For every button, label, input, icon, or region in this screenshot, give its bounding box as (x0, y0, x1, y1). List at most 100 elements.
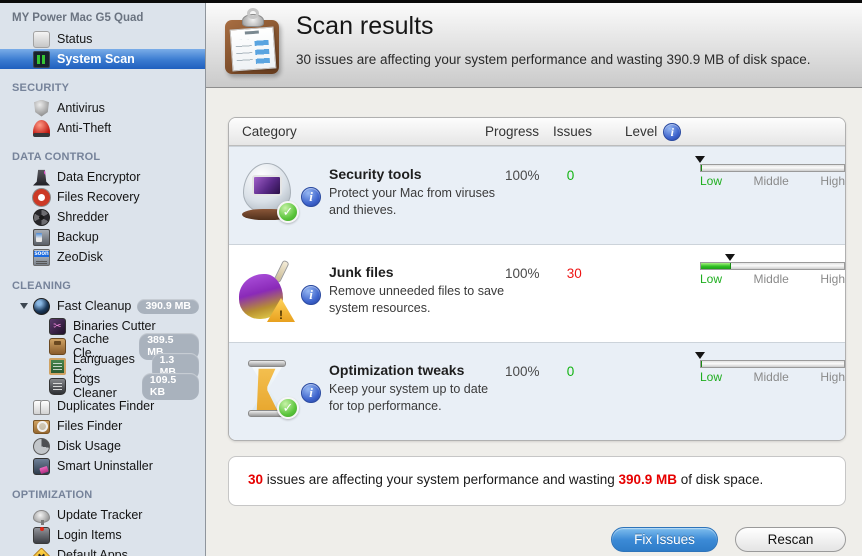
lifebuoy-icon (33, 188, 50, 206)
page-title: Scan results (296, 12, 434, 40)
column-header-progress: Progress (485, 124, 540, 139)
sidebar-item-label: Files Finder (57, 419, 123, 433)
sidebar-item-label: Default Apps (57, 548, 128, 556)
level-label-low: Low (700, 174, 723, 188)
sidebar-item-label: Login Items (57, 528, 122, 542)
slider-labels: Low Middle High (700, 174, 845, 188)
level-slider[interactable]: Low Middle High (695, 352, 845, 384)
sidebar-item-update-tracker[interactable]: Update Tracker (0, 505, 205, 525)
level-cell: Low Middle High (632, 343, 845, 440)
level-label-high: High (820, 272, 845, 286)
sidebar-item-label: Cache Cle... (73, 332, 110, 360)
sidebar-item-status[interactable]: Status (0, 29, 205, 49)
level-label-middle: Middle (753, 370, 789, 384)
level-cell: Low Middle High (632, 147, 845, 244)
optimization-tweaks-icon: ✓ (239, 359, 299, 419)
fix-issues-button[interactable]: Fix Issues (611, 527, 718, 552)
slider-track[interactable] (700, 164, 845, 172)
category-description: Protect your Mac from viruses and thieve… (329, 186, 496, 217)
sidebar-item-duplicates-finder[interactable]: Duplicates Finder (0, 396, 205, 416)
level-cell: Low Middle High (632, 245, 845, 342)
slider-labels: Low Middle High (700, 370, 845, 384)
sidebar-item-fast-cleanup[interactable]: Fast Cleanup 390.9 MB (0, 296, 205, 316)
sidebar-item-label: Fast Cleanup (57, 299, 132, 313)
level-slider[interactable]: Low Middle High (695, 156, 845, 188)
level-slider[interactable]: Low Middle High (700, 254, 845, 286)
sidebar-item-antivirus[interactable]: Antivirus (0, 98, 205, 118)
sidebar-item-disk-usage[interactable]: Disk Usage (0, 436, 205, 456)
category-description: Remove unneeded files to save system res… (329, 284, 505, 315)
section-header-security: SECURITY (12, 82, 70, 94)
signpost-icon (32, 546, 51, 556)
summary-message: 30 issues are affecting your system perf… (228, 456, 846, 506)
siren-icon (33, 119, 50, 137)
slider-track[interactable] (700, 360, 845, 368)
issues-value: 0 (566, 168, 575, 183)
page-subtitle: 30 issues are affecting your system perf… (296, 52, 811, 67)
rescan-button[interactable]: Rescan (735, 527, 846, 552)
sidebar-item-backup[interactable]: Backup (0, 227, 205, 247)
disclosure-triangle-icon[interactable] (20, 303, 28, 309)
level-label-middle: Middle (753, 174, 789, 188)
summary-issue-count: 30 (248, 472, 264, 487)
sidebar-item-files-recovery[interactable]: Files Recovery (0, 187, 205, 207)
action-buttons-row: Fix Issues Rescan (228, 527, 846, 552)
folder-search-icon (33, 420, 50, 434)
summary-text-mid: issues are affecting your system perform… (263, 472, 619, 487)
sidebar-item-label: Status (57, 32, 93, 46)
sidebar-item-files-finder[interactable]: Files Finder (0, 416, 205, 436)
slider-marker-row (700, 254, 845, 262)
sidebar-item-data-encryptor[interactable]: Data Encryptor (0, 167, 205, 187)
sidebar-item-system-scan[interactable]: System Scan (0, 49, 205, 69)
category-cell: ! i Junk files Remove unneeded files to … (229, 245, 505, 342)
column-header-level-label: Level (625, 124, 658, 139)
zeodisk-icon: soon (33, 248, 50, 266)
sidebar-item-binaries-cutter[interactable]: ✂ Binaries Cutter (0, 316, 205, 336)
info-icon[interactable]: i (301, 285, 321, 305)
sidebar-item-label: Anti-Theft (57, 121, 112, 135)
slider-fill (701, 165, 702, 171)
main-panel: Scan results 30 issues are affecting you… (206, 3, 862, 556)
info-icon[interactable]: i (301, 383, 321, 403)
sidebar-item-label: ZeoDisk (57, 250, 103, 264)
window-title-bar-edge (0, 0, 862, 3)
sidebar-item-languages-cutter[interactable]: Languages C... 1.3 MB (0, 352, 205, 380)
page-header: Scan results 30 issues are affecting you… (206, 3, 862, 88)
sidebar-item-login-items[interactable]: Login Items (0, 525, 205, 545)
magician-hat-icon (33, 169, 50, 186)
dome-base (242, 209, 292, 220)
junk-files-icon: ! (239, 259, 297, 322)
sidebar-item-smart-uninstaller[interactable]: Smart Uninstaller (0, 456, 205, 476)
paper-text-lines (235, 39, 254, 67)
level-label-middle: Middle (753, 272, 789, 286)
level-label-low: Low (700, 370, 723, 384)
sidebar-item-shredder[interactable]: Shredder (0, 207, 205, 227)
info-icon[interactable]: i (301, 187, 321, 207)
paper-title-line (244, 30, 259, 35)
satellite-dish-icon (33, 509, 50, 525)
sidebar-item-label: Binaries Cutter (73, 319, 156, 333)
sidebar-item-default-apps[interactable]: Default Apps (0, 545, 205, 556)
sidebar-item-label: Languages C... (73, 352, 135, 380)
issues-value: 30 (566, 266, 582, 281)
progress-value: 100% (505, 266, 540, 281)
check-icon: ✓ (277, 397, 299, 419)
sidebar-item-logs-cleaner[interactable]: Logs Cleaner 109.5 KB (0, 372, 205, 400)
section-header-optimization: OPTIMIZATION (12, 489, 93, 501)
sidebar: MY Power Mac G5 Quad Status System Scan … (0, 3, 206, 556)
fast-cleanup-sphere-icon (33, 297, 50, 315)
slider-marker-icon[interactable] (725, 254, 736, 261)
status-icon (33, 30, 50, 48)
slider-marker-icon[interactable] (695, 352, 705, 359)
slider-marker-icon[interactable] (695, 156, 705, 163)
sidebar-item-zeodisk[interactable]: soon ZeoDisk (0, 247, 205, 267)
level-info-icon[interactable]: i (663, 122, 682, 141)
slider-fill (701, 263, 732, 269)
duplicates-icon (33, 398, 50, 415)
table-row-security-tools: ✓ i Security tools Protect your Mac from… (229, 146, 845, 244)
column-header-level: Level i (625, 122, 845, 141)
pie-disk-icon (33, 437, 50, 455)
shredder-fan-icon (33, 208, 50, 226)
slider-track[interactable] (700, 262, 845, 270)
sidebar-item-anti-theft[interactable]: Anti-Theft (0, 118, 205, 138)
